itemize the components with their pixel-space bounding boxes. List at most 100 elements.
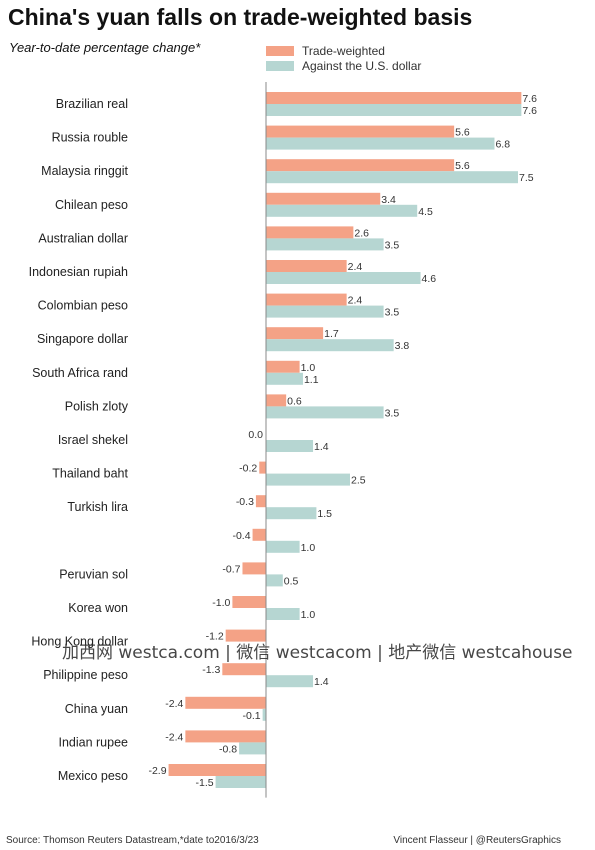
- data-label: -1.2: [206, 631, 224, 643]
- data-label: 2.4: [348, 295, 363, 307]
- bar-trade-weighted: [225, 629, 266, 642]
- data-label: -0.2: [239, 463, 257, 475]
- category-label: Singapore dollar: [37, 332, 128, 346]
- bar-usd: [262, 708, 266, 721]
- bar-usd: [266, 104, 522, 116]
- category-label: Mexico peso: [58, 769, 128, 783]
- bar-usd: [266, 372, 303, 385]
- bar-chart: Brazilian real 7.67.6 Russia rouble 5.6 6.8 M…: [29, 82, 537, 798]
- data-label: 5.6: [455, 160, 470, 172]
- category-label: Thailand baht: [52, 467, 128, 481]
- data-label: 1.0: [301, 609, 316, 621]
- data-label: 3.8: [395, 340, 410, 352]
- bar-usd: [239, 742, 266, 755]
- bar-trade-weighted: [266, 226, 354, 239]
- data-label: -2.4: [165, 731, 183, 743]
- legend-swatch-trade-weighted: [266, 45, 294, 56]
- bar-usd: [266, 137, 495, 150]
- bar-usd: [266, 406, 384, 419]
- chart-legend: Trade-weighted Against the U.S. dollar: [266, 43, 421, 73]
- category-label: Malaysia ringgit: [41, 164, 128, 178]
- bar-usd: [266, 305, 384, 318]
- data-label: 4.5: [418, 206, 433, 218]
- chart-subtitle: Year-to-date percentage change*: [9, 40, 201, 55]
- data-label: 4.6: [422, 273, 437, 285]
- bar-usd: [266, 440, 314, 452]
- legend-swatch-usd: [266, 60, 294, 71]
- data-label: -1.5: [196, 777, 214, 789]
- watermark-text: 加西网 westca.com | 微信 westcacom | 地产微信 wes…: [62, 643, 573, 663]
- bar-usd: [266, 540, 300, 553]
- bar-trade-weighted: [185, 696, 266, 709]
- category-label: Hong Kong dollar: [31, 635, 128, 649]
- bar-usd: [266, 608, 300, 620]
- data-label: 2.4: [348, 261, 363, 273]
- bar-trade-weighted: [232, 596, 266, 608]
- bar-usd: [266, 272, 421, 284]
- bar-usd: [215, 776, 266, 788]
- category-label: China yuan: [65, 702, 128, 716]
- data-label: 6.8: [495, 139, 510, 151]
- credit-note: Vincent Flasseur | @ReutersGraphics: [393, 835, 561, 846]
- category-label: Polish zloty: [65, 399, 129, 413]
- bar-trade-weighted: [266, 293, 347, 306]
- data-label: 1.4: [314, 441, 329, 453]
- data-label: 1.1: [304, 374, 319, 386]
- data-label: 0.6: [287, 395, 302, 407]
- bar-trade-weighted: [255, 495, 266, 508]
- bar-trade-weighted: [266, 92, 522, 104]
- bar-trade-weighted: [266, 394, 287, 407]
- data-label: 5.6: [455, 127, 470, 139]
- data-label: 0.0: [248, 429, 263, 441]
- bar-trade-weighted: [266, 125, 455, 138]
- data-label: 0.5: [284, 575, 299, 587]
- data-label: 7.6: [522, 105, 537, 117]
- bar-usd: [266, 339, 394, 352]
- data-label: -0.1: [243, 710, 261, 722]
- data-label: -0.8: [219, 743, 237, 755]
- data-label: 3.4: [381, 194, 396, 206]
- bar-trade-weighted: [266, 327, 324, 340]
- bar-trade-weighted: [266, 159, 455, 172]
- category-label: Philippine peso: [43, 668, 128, 682]
- bar-trade-weighted: [222, 663, 266, 676]
- category-label: Korea won: [68, 601, 128, 615]
- category-label: Russia rouble: [52, 131, 128, 145]
- bar-usd: [266, 238, 384, 251]
- data-label: 1.4: [314, 676, 329, 688]
- data-label: 3.5: [385, 407, 400, 419]
- legend-item-usd: Against the U.S. dollar: [266, 58, 421, 73]
- data-label: -0.3: [236, 496, 254, 508]
- bar-trade-weighted: [266, 260, 347, 272]
- bar-trade-weighted: [168, 764, 266, 776]
- chart-title: China's yuan falls on trade-weighted bas…: [8, 4, 473, 30]
- legend-label-usd: Against the U.S. dollar: [302, 58, 422, 73]
- data-label: 3.5: [385, 239, 400, 251]
- data-label: 1.0: [301, 542, 316, 554]
- data-label: 7.6: [522, 93, 537, 105]
- legend-label-trade-weighted: Trade-weighted: [302, 43, 385, 58]
- category-label: South Africa rand: [32, 366, 128, 380]
- category-label: Turkish lira: [67, 500, 128, 514]
- bar-usd: [266, 507, 317, 520]
- category-label: Chilean peso: [55, 198, 128, 212]
- data-label: 1.0: [301, 362, 316, 374]
- category-label: Brazilian real: [56, 97, 128, 111]
- data-label: 1.7: [324, 328, 339, 340]
- data-label: -2.4: [165, 698, 183, 710]
- data-label: -2.9: [148, 765, 166, 777]
- data-label: -0.7: [222, 563, 240, 575]
- category-label: Australian dollar: [38, 231, 128, 245]
- bar-usd: [266, 473, 350, 486]
- bar-trade-weighted: [259, 461, 266, 474]
- data-label: -0.4: [232, 530, 250, 542]
- data-label: 2.5: [351, 475, 366, 487]
- bar-trade-weighted: [242, 562, 266, 575]
- legend-item-trade-weighted: Trade-weighted: [266, 43, 421, 58]
- category-label: Indonesian rupiah: [29, 265, 128, 279]
- bar-trade-weighted: [266, 192, 381, 205]
- bar-usd: [266, 171, 518, 184]
- bar-usd: [266, 204, 418, 217]
- category-label: Colombian peso: [38, 299, 128, 313]
- bar-usd: [266, 574, 283, 587]
